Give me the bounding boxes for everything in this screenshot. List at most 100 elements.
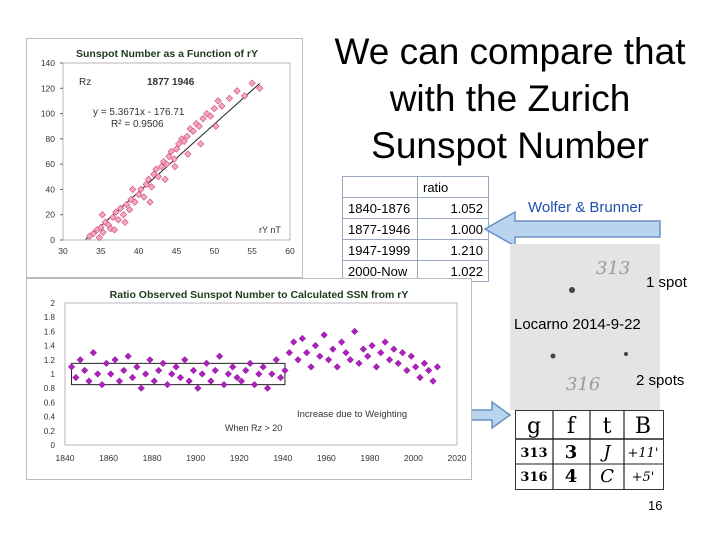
x-tick-label: 45 xyxy=(172,246,182,256)
data-point xyxy=(199,115,207,123)
ratio-cell: 1.210 xyxy=(417,239,489,261)
data-point xyxy=(329,345,337,353)
y-tick-label: 1.4 xyxy=(44,342,56,351)
x-tick-label: 1900 xyxy=(186,453,205,463)
data-point xyxy=(167,147,175,156)
data-point xyxy=(346,356,354,364)
data-point xyxy=(390,345,398,353)
data-point xyxy=(89,349,97,357)
data-point xyxy=(120,366,128,375)
ratio-cell: 1.052 xyxy=(417,197,489,219)
data-point xyxy=(320,331,328,339)
data-point xyxy=(195,122,203,130)
x-tick-label: 1840 xyxy=(56,453,75,463)
data-point xyxy=(246,359,254,368)
data-point xyxy=(364,352,372,360)
y-tick-label: 100 xyxy=(41,109,55,119)
data-point xyxy=(298,334,307,343)
x-tick-label: 2000 xyxy=(404,453,423,463)
chart-title: Ratio Observed Sunspot Number to Calcula… xyxy=(110,289,409,301)
x-tick-label: 1920 xyxy=(230,453,249,463)
plot-area xyxy=(64,302,458,446)
data-point xyxy=(97,223,105,231)
data-point xyxy=(170,155,178,163)
x-tick-label: 1940 xyxy=(273,453,292,463)
rz-threshold-annotation: When Rz > 20 xyxy=(225,423,282,433)
slide-title: We can compare that with the Zurich Suns… xyxy=(334,31,686,166)
data-point xyxy=(99,228,107,237)
weighting-annotation: Increase due to Weighting xyxy=(297,409,407,420)
y-tick-label: 80 xyxy=(46,134,56,144)
y-tick-label: 1.6 xyxy=(44,327,56,336)
data-point xyxy=(112,208,120,216)
data-point xyxy=(180,137,188,146)
data-point xyxy=(150,377,158,385)
data-point xyxy=(189,366,198,375)
data-point xyxy=(128,373,137,382)
x-tick-label: 1960 xyxy=(317,453,336,463)
data-point xyxy=(95,233,103,242)
data-point xyxy=(110,226,119,234)
data-point xyxy=(255,370,263,378)
data-point xyxy=(224,370,232,378)
ledger-header: g xyxy=(527,414,541,439)
data-point xyxy=(276,373,285,382)
data-point xyxy=(324,356,333,364)
data-point xyxy=(128,185,137,194)
period-cell: 2000-Now xyxy=(342,260,418,282)
ledger-header: B xyxy=(635,414,651,439)
data-point xyxy=(144,175,153,183)
table-row: 1840-1876 1.052 xyxy=(342,197,489,219)
y-tick-label: 1 xyxy=(51,370,56,379)
table-header-empty xyxy=(342,176,418,198)
data-point xyxy=(377,349,385,357)
data-point xyxy=(316,352,324,360)
data-point xyxy=(233,373,241,382)
x-tick-label: 1880 xyxy=(143,453,162,463)
x-tick-label: 60 xyxy=(285,246,295,256)
data-point xyxy=(163,380,172,389)
data-point xyxy=(385,356,394,364)
data-point xyxy=(172,363,180,371)
observation-ledger: g f t B 313 3 J +11' 316 4 C +5' xyxy=(515,410,664,490)
y-tick-label: 120 xyxy=(41,83,55,93)
data-point xyxy=(337,338,346,346)
data-point xyxy=(203,109,211,118)
data-point xyxy=(176,373,185,382)
data-point xyxy=(137,384,145,392)
y-tick-label: 60 xyxy=(46,159,56,169)
data-point xyxy=(333,363,341,371)
data-point xyxy=(250,380,259,389)
ratio-cell: 1.022 xyxy=(417,260,489,282)
data-point xyxy=(350,327,359,336)
data-point xyxy=(218,102,226,110)
spot-b xyxy=(624,352,628,356)
y-tick-label: 0.2 xyxy=(44,427,56,436)
data-point xyxy=(168,370,176,378)
chart-title: Sunspot Number as a Function of rY xyxy=(76,48,258,60)
locarno-label: Locarno 2014-9-22 xyxy=(514,316,641,333)
x-tick-label: 50 xyxy=(210,246,220,256)
data-point xyxy=(142,180,150,188)
x-tick-label: 30 xyxy=(58,246,68,256)
y-tick-label: 0 xyxy=(50,235,55,245)
data-point xyxy=(89,230,97,238)
two-spots-label: 2 spots xyxy=(636,372,685,389)
data-point xyxy=(198,370,206,378)
data-point xyxy=(285,349,293,357)
data-point xyxy=(147,183,156,191)
data-point xyxy=(311,341,320,350)
data-point xyxy=(161,175,169,183)
data-point xyxy=(171,163,179,171)
x-tick-label: 1860 xyxy=(99,453,118,463)
data-point xyxy=(85,377,93,385)
data-point xyxy=(256,84,264,92)
data-point xyxy=(268,370,276,378)
data-point xyxy=(76,356,84,364)
data-point xyxy=(154,173,162,181)
data-point xyxy=(141,370,150,378)
x-tick-label: 1980 xyxy=(360,453,379,463)
table-row: 2000-Now 1.022 xyxy=(342,260,489,282)
data-point xyxy=(281,366,289,375)
data-point xyxy=(211,366,219,375)
